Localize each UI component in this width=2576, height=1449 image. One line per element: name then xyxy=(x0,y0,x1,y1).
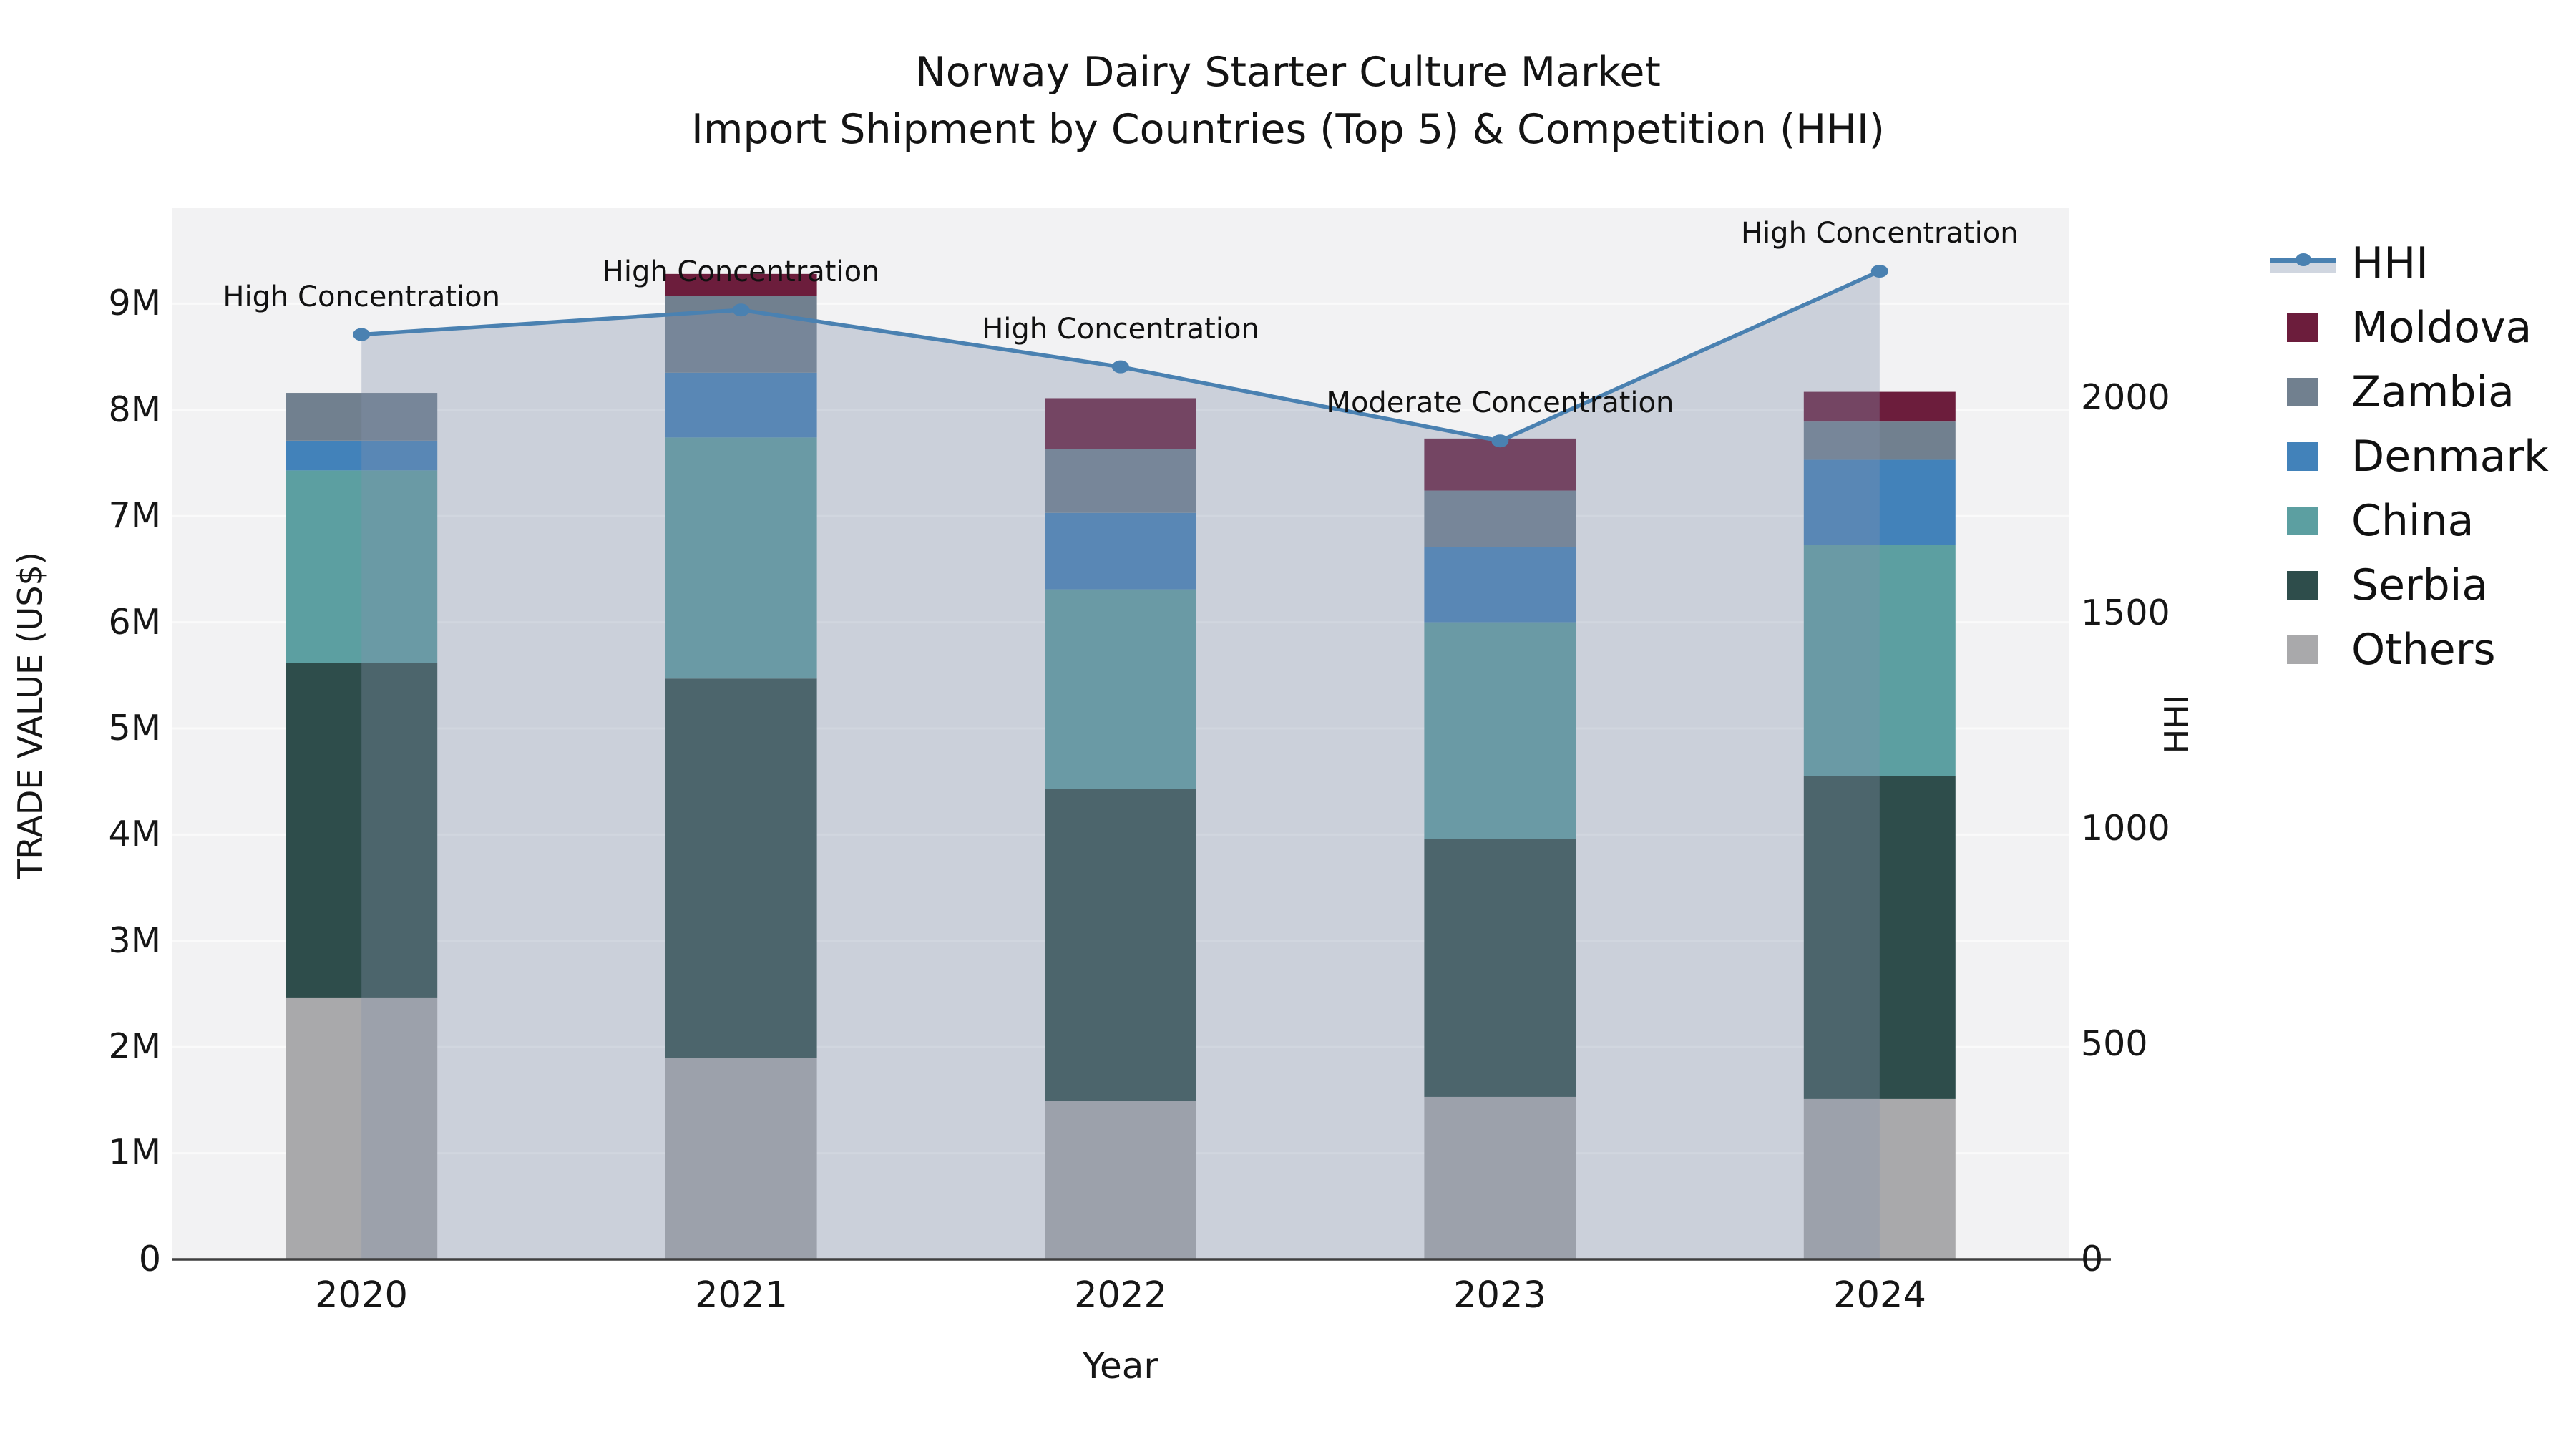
legend-item-serbia: Serbia xyxy=(2270,553,2570,618)
legend-swatch-moldova xyxy=(2287,313,2318,342)
legend-item-zambia: Zambia xyxy=(2270,360,2570,424)
legend-swatch-serbia xyxy=(2287,571,2318,600)
hhi-axis-title: HHI xyxy=(2157,694,2196,754)
y-axis-tick: 7M xyxy=(108,495,161,536)
hhi-axis-tick: 1500 xyxy=(2081,592,2170,633)
legend-swatch-china xyxy=(2287,507,2318,535)
x-axis-tick-2022: 2022 xyxy=(1074,1274,1167,1317)
x-axis-title: Year xyxy=(1083,1345,1158,1387)
legend-item-others: Others xyxy=(2270,618,2570,682)
hhi-axis-tick: 500 xyxy=(2081,1023,2148,1064)
legend-label: China xyxy=(2351,496,2474,546)
y-axis-tick: 3M xyxy=(108,920,161,961)
y-axis-tick: 9M xyxy=(108,283,161,323)
legend-label: Zambia xyxy=(2351,367,2514,417)
legend-swatch-others xyxy=(2287,635,2318,664)
y-axis-tick: 6M xyxy=(108,602,161,643)
y-axis-tick: 1M xyxy=(108,1132,161,1173)
x-axis-tick-2023: 2023 xyxy=(1453,1274,1546,1317)
hhi-line-icon xyxy=(2270,245,2336,282)
annotation-2020: High Concentration xyxy=(223,280,500,313)
legend-label: HHI xyxy=(2351,238,2429,288)
y-axis-tick: 8M xyxy=(108,389,161,430)
chart-title-line1: Norway Dairy Starter Culture Market xyxy=(915,49,1661,96)
y-axis-tick: 5M xyxy=(108,708,161,748)
legend-label: Serbia xyxy=(2351,560,2489,610)
y-axis-tick: 2M xyxy=(108,1026,161,1067)
legend-swatch-denmark xyxy=(2287,442,2318,471)
legend-label: Denmark xyxy=(2351,431,2549,482)
legend-item-hhi: HHI xyxy=(2270,231,2570,296)
legend-label: Moldova xyxy=(2351,303,2532,353)
x-axis-tick-2021: 2021 xyxy=(695,1274,788,1317)
legend-item-china: China xyxy=(2270,489,2570,553)
y-axis-tick: 0 xyxy=(138,1239,161,1279)
legend: HHI Moldova Zambia Denmark China Serbia … xyxy=(2270,231,2570,682)
y-axis-tick: 4M xyxy=(108,814,161,854)
legend-item-denmark: Denmark xyxy=(2270,424,2570,489)
legend-label: Others xyxy=(2351,625,2496,675)
annotation-2024: High Concentration xyxy=(1740,217,2019,250)
annotation-2021: High Concentration xyxy=(602,255,880,289)
hhi-axis-tick: 1000 xyxy=(2081,808,2170,849)
hhi-axis-tick: 0 xyxy=(2081,1239,2104,1279)
legend-item-moldova: Moldova xyxy=(2270,296,2570,360)
legend-swatch-zambia xyxy=(2287,378,2318,406)
x-axis-tick-2024: 2024 xyxy=(1833,1274,1926,1317)
hhi-axis-tick: 2000 xyxy=(2081,377,2170,418)
x-axis-tick-2020: 2020 xyxy=(315,1274,408,1317)
chart-title-line2: Import Shipment by Countries (Top 5) & C… xyxy=(691,106,1885,153)
y-axis-title: TRADE VALUE (US$) xyxy=(11,552,49,879)
annotation-2023: Moderate Concentration xyxy=(1326,386,1674,420)
annotation-2022: High Concentration xyxy=(982,312,1259,346)
